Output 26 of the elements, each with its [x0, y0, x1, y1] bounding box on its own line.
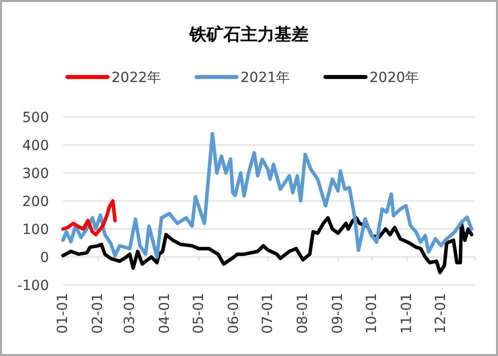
- x-tick-label: 07-01: [260, 293, 276, 334]
- line-series: [61, 216, 474, 274]
- y-tick-label: 400: [22, 138, 49, 154]
- y-tick-label: 500: [22, 110, 49, 126]
- x-tick-label: 04-01: [156, 293, 173, 334]
- y-tick-label: -100: [17, 278, 49, 294]
- x-tick-label: 02-01: [90, 293, 106, 334]
- x-tick-label: 10-01: [364, 293, 380, 334]
- x-tick-label: 08-01: [294, 293, 311, 334]
- y-tick-label: 100: [22, 222, 49, 238]
- y-tick-label: 0: [40, 250, 49, 266]
- x-tick-label: 01-01: [55, 293, 71, 334]
- x-tick-label: 12-01: [433, 293, 450, 334]
- x-tick-label: 09-01: [330, 293, 346, 334]
- y-tick-label: 300: [22, 166, 49, 182]
- chart-title: 铁矿石主力基差: [188, 25, 308, 45]
- x-tick-label: 03-01: [122, 293, 138, 334]
- line-series: [61, 199, 117, 236]
- x-tick-label: 11-01: [399, 293, 416, 334]
- legend-label: 2021年: [240, 70, 290, 86]
- legend-label: 2022年: [112, 70, 162, 86]
- line-series: [61, 132, 474, 259]
- x-tick-label: 06-01: [226, 293, 242, 334]
- legend-label: 2020年: [370, 70, 420, 86]
- y-tick-label: 200: [22, 194, 49, 210]
- x-tick-label: 05-01: [190, 293, 207, 334]
